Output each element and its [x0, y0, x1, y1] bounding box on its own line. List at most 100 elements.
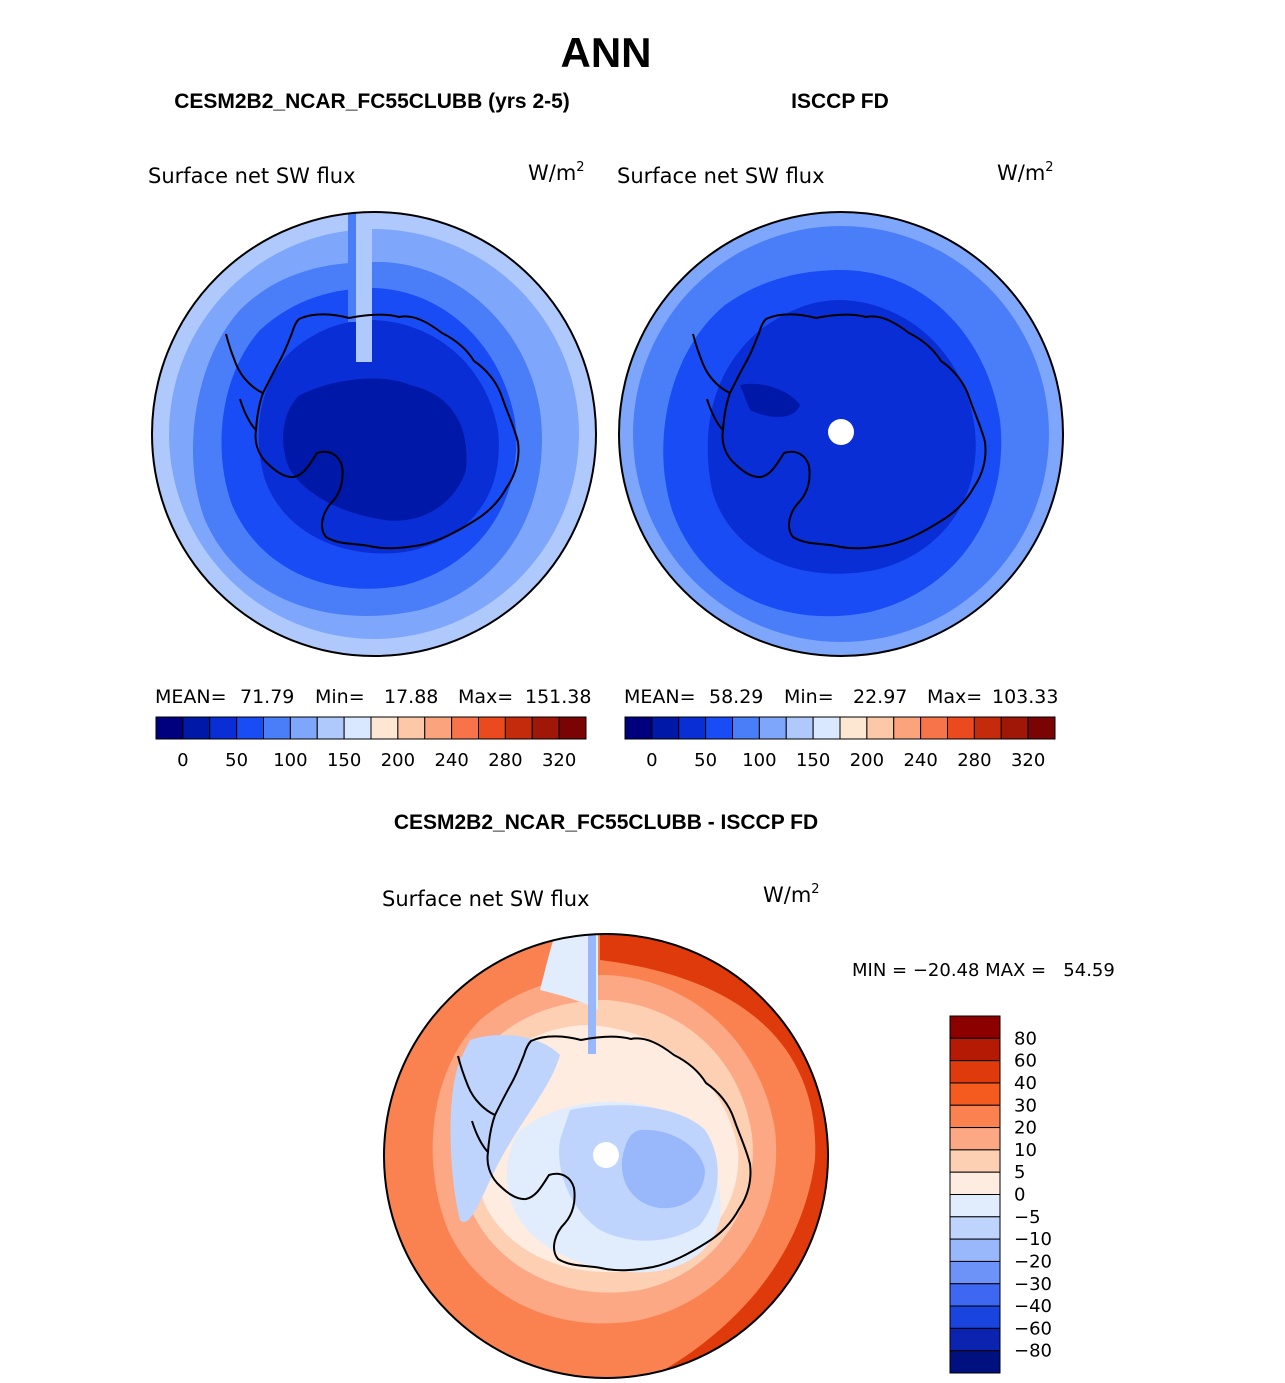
colorbar-tick-label: 100 [273, 750, 307, 771]
colorbar-swatch [397, 716, 426, 740]
colorbar-swatch [949, 1060, 1001, 1084]
colorbar-swatch [236, 716, 264, 740]
svg-text:22.97: 22.97 [853, 686, 907, 708]
svg-text:71.79: 71.79 [240, 686, 294, 708]
svg-text:MEAN=: MEAN= [155, 686, 227, 708]
polar-hole-obs [828, 419, 854, 445]
svg-text:Max=: Max= [927, 686, 982, 708]
colorbar-swatch [316, 716, 345, 740]
svg-text:Max=: Max= [458, 686, 513, 708]
polar-map-obs [619, 212, 1063, 656]
colorbar-tick-label: 280 [488, 750, 522, 771]
page-title: ANN [561, 29, 652, 76]
panel-model: CESM2B2_NCAR_FC55CLUBB (yrs 2-5) Surface… [148, 90, 597, 771]
svg-text:103.33: 103.33 [992, 686, 1058, 708]
panel-obs-stats: MEAN= 58.29 Min= 22.97 Max= 103.33 [624, 686, 1058, 708]
svg-text:MEAN=: MEAN= [624, 686, 696, 708]
colorbar-swatch [973, 716, 1002, 740]
colorbar-tick-label: −60 [1014, 1318, 1052, 1339]
panel-diff-variable-label: Surface net SW flux [382, 887, 590, 911]
colorbar-swatch [732, 716, 760, 740]
colorbar-swatch [949, 1216, 1001, 1240]
colorbar-tick-label: 150 [327, 750, 361, 771]
colorbar-tick-label: 320 [542, 750, 576, 771]
colorbar-tick-label: −80 [1014, 1341, 1052, 1362]
colorbar-tick-label: 40 [1014, 1073, 1037, 1094]
colorbar-tick-label: 50 [225, 750, 248, 771]
colorbar-tick-label: 0 [1014, 1185, 1025, 1206]
panel-diff-header: CESM2B2_NCAR_FC55CLUBB - ISCCP FD [394, 811, 818, 834]
colorbar-swatch [949, 1104, 1001, 1129]
colorbar-swatch [866, 716, 895, 740]
svg-text:17.88: 17.88 [384, 686, 438, 708]
polar-map-diff [384, 934, 828, 1378]
colorbar-swatch [949, 1350, 1001, 1374]
colorbar-tick-label: 150 [796, 750, 830, 771]
colorbar-swatch [758, 716, 787, 740]
colorbar-tick-label: 200 [850, 750, 884, 771]
panel-model-header: CESM2B2_NCAR_FC55CLUBB (yrs 2-5) [174, 90, 570, 113]
colorbar-swatch [424, 716, 453, 740]
polar-map-diff-outline [383, 933, 829, 1379]
colorbar-tick-label: 30 [1014, 1095, 1037, 1116]
colorbar-tick-label: 0 [646, 750, 657, 771]
colorbar-swatch [182, 716, 211, 740]
colorbar-swatch [155, 716, 184, 740]
panel-model-units: W/m2 [528, 160, 585, 185]
colorbar-tick-label: 0 [177, 750, 188, 771]
colorbar-tick-label: 240 [434, 750, 468, 771]
colorbar-tick-label: 60 [1014, 1051, 1037, 1072]
colorbar-swatch [949, 1194, 1001, 1218]
colorbar-swatch [504, 716, 533, 740]
svg-text:Min=: Min= [315, 686, 365, 708]
colorbar-swatch [451, 716, 479, 740]
colorbar-swatch [785, 716, 814, 740]
colorbar-tick-label: −40 [1014, 1296, 1052, 1317]
panel-obs: ISCCP FD Surface net SW flux W/m2 MEAN= … [617, 90, 1064, 771]
colorbar-tick-label: 80 [1014, 1028, 1037, 1049]
colorbar-swatch [949, 1082, 1001, 1106]
colorbar-tick-label: −5 [1014, 1207, 1041, 1228]
colorbar-swatch [839, 716, 868, 740]
colorbar-swatch [478, 716, 506, 740]
colorbar-model: 0 50 100 150 200 240 280 320 [155, 716, 587, 771]
colorbar-swatch [812, 716, 841, 740]
polar-map-model [152, 212, 596, 656]
colorbar-swatch [289, 716, 318, 740]
colorbar-swatch [370, 716, 399, 740]
colorbar-tick-label: 100 [742, 750, 776, 771]
panel-model-stats: MEAN= 71.79 Min= 17.88 Max= 151.38 [155, 686, 591, 708]
colorbar-swatch [920, 716, 948, 740]
colorbar-swatch [209, 716, 238, 740]
colorbar-tick-label: −30 [1014, 1274, 1052, 1295]
colorbar-swatch [949, 1327, 1001, 1352]
colorbar-tick-label: 240 [903, 750, 937, 771]
colorbar-swatch [949, 1149, 1001, 1173]
panel-model-variable-label: Surface net SW flux [148, 164, 356, 188]
svg-text:Min=: Min= [784, 686, 834, 708]
panel-diff: CESM2B2_NCAR_FC55CLUBB - ISCCP FD Surfac… [382, 811, 1115, 1379]
colorbar-swatch [949, 1037, 1001, 1062]
colorbar-swatch [949, 1283, 1001, 1307]
panel-obs-header: ISCCP FD [791, 90, 889, 113]
colorbar-tick-label: 20 [1014, 1118, 1037, 1139]
colorbar-swatch [263, 716, 291, 740]
colorbar-tick-label: −20 [1014, 1251, 1052, 1272]
colorbar-swatch [1027, 716, 1056, 740]
colorbar-tick-label: 200 [381, 750, 415, 771]
svg-text:58.29: 58.29 [709, 686, 763, 708]
polar-map-obs-outline [618, 211, 1064, 657]
polar-map-model-outline [151, 211, 597, 657]
colorbar-swatch [678, 716, 707, 740]
colorbar-swatch [531, 716, 560, 740]
colorbar-tick-label: −10 [1014, 1229, 1052, 1250]
colorbar-swatch [949, 1305, 1001, 1329]
colorbar-swatch [705, 716, 733, 740]
colorbar-tick-label: 10 [1014, 1140, 1037, 1161]
colorbar-tick-label: 320 [1011, 750, 1045, 771]
colorbar-swatch [651, 716, 680, 740]
colorbar-swatch [949, 1015, 1001, 1039]
colorbar-swatch [949, 1238, 1001, 1262]
colorbar-swatch [947, 716, 975, 740]
panel-diff-minmax: MIN = −20.48 MAX = 54.59 [852, 960, 1115, 981]
